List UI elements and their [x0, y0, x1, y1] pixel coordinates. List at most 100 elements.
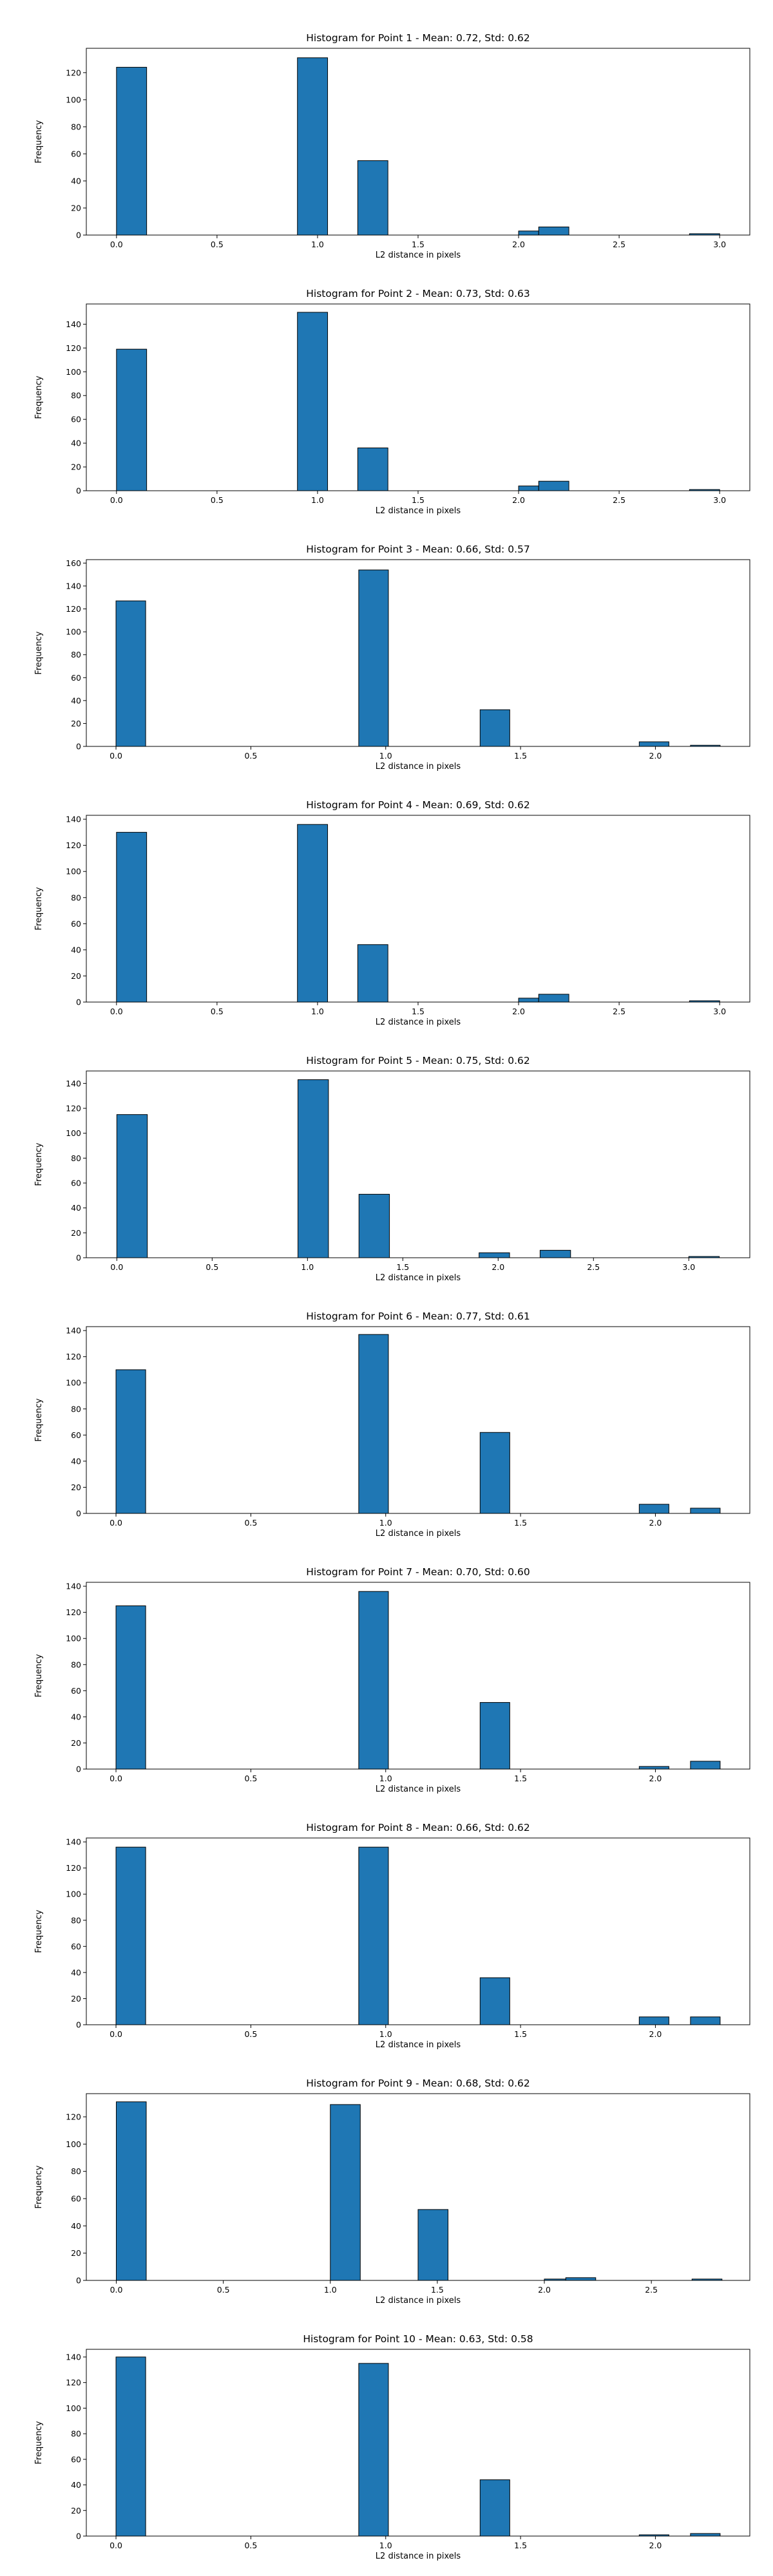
x-axis-label: L2 distance in pixels	[376, 762, 461, 772]
histogram-bar	[518, 998, 539, 1003]
y-axis-label: Frequency	[34, 887, 44, 930]
y-tick-label: 140	[66, 1079, 81, 1088]
y-axis-label: Frequency	[34, 2421, 44, 2464]
histogram-bar	[115, 1605, 146, 1770]
x-tick-label: 2.0	[491, 1262, 504, 1272]
y-tick-label: 140	[66, 581, 81, 591]
histogram-bar	[690, 2533, 721, 2537]
histogram-bar	[357, 944, 388, 1003]
x-axis-label: L2 distance in pixels	[376, 2552, 461, 2561]
x-axis-label: L2 distance in pixels	[376, 1273, 461, 1283]
y-tick-label: 60	[71, 1179, 81, 1188]
x-tick-label: 1.5	[412, 1007, 425, 1016]
y-tick-label: 120	[66, 840, 81, 850]
y-tick-label: 140	[66, 2352, 81, 2362]
chart-8: Histogram for Point 8 - Mean: 0.66, Std:…	[34, 1822, 750, 2050]
x-tick-label: 1.5	[514, 2029, 527, 2039]
y-tick-label: 140	[66, 815, 81, 824]
chart-title: Histogram for Point 4 - Mean: 0.69, Std:…	[306, 799, 530, 811]
chart-5: Histogram for Point 5 - Mean: 0.75, Std:…	[34, 1055, 750, 1283]
x-tick-label: 0.0	[110, 1007, 123, 1016]
chart-2: Histogram for Point 2 - Mean: 0.73, Std:…	[34, 288, 750, 516]
y-tick-label: 60	[71, 1686, 81, 1696]
histogram-bar	[518, 486, 539, 491]
histogram-bar	[357, 448, 388, 491]
y-tick-label: 80	[71, 2166, 81, 2176]
y-tick-label: 40	[71, 1203, 81, 1213]
histogram-bar	[539, 1249, 571, 1258]
histogram-bar	[358, 2363, 389, 2537]
x-tick-label: 0.5	[205, 1262, 218, 1272]
y-tick-label: 80	[71, 391, 81, 401]
x-tick-label: 0.5	[244, 2541, 257, 2550]
y-tick-label: 120	[66, 1863, 81, 1873]
chart-title: Histogram for Point 8 - Mean: 0.66, Std:…	[306, 1822, 530, 1833]
y-tick-label: 60	[71, 1942, 81, 1951]
y-tick-label: 0	[76, 486, 81, 496]
y-tick-label: 60	[71, 673, 81, 683]
histogram-bar	[479, 1252, 510, 1258]
histogram-bar	[690, 2016, 721, 2025]
x-tick-label: 2.5	[613, 1007, 625, 1016]
chart-title: Histogram for Point 2 - Mean: 0.73, Std:…	[306, 288, 530, 299]
y-tick-label: 80	[71, 2429, 81, 2439]
y-tick-label: 80	[71, 1404, 81, 1414]
x-tick-label: 1.0	[379, 751, 392, 761]
histogram-bar	[115, 1369, 146, 1514]
x-tick-label: 2.0	[649, 1518, 662, 1528]
x-axis-label: L2 distance in pixels	[376, 2296, 461, 2306]
x-tick-label: 2.0	[649, 2029, 662, 2039]
histogram-bar	[297, 312, 329, 491]
x-tick-label: 1.5	[412, 495, 425, 505]
x-tick-label: 0.5	[211, 1007, 224, 1016]
y-axis-label: Frequency	[34, 2165, 44, 2208]
chart-1: Histogram for Point 1 - Mean: 0.72, Std:…	[34, 32, 750, 260]
x-tick-label: 0.0	[110, 1774, 122, 1783]
histogram-bar	[538, 226, 569, 236]
plot-frame	[86, 2349, 750, 2537]
histogram-bar	[330, 2104, 361, 2281]
x-tick-label: 2.5	[587, 1262, 600, 1272]
x-tick-label: 1.5	[431, 2285, 444, 2295]
y-tick-label: 20	[71, 203, 81, 213]
chart-3: Histogram for Point 3 - Mean: 0.66, Std:…	[34, 544, 750, 772]
x-axis-label: L2 distance in pixels	[376, 506, 461, 516]
y-axis-label: Frequency	[34, 631, 44, 674]
histogram-bar	[358, 1591, 389, 1770]
x-tick-label: 3.0	[713, 495, 726, 505]
histogram-bar	[357, 160, 388, 236]
y-tick-label: 120	[66, 2112, 81, 2121]
histogram-bar	[479, 2479, 510, 2537]
chart-title: Histogram for Point 3 - Mean: 0.66, Std:…	[306, 544, 530, 555]
x-tick-label: 0.5	[217, 2285, 230, 2295]
histogram-bar	[116, 831, 148, 1003]
plot-frame	[86, 303, 750, 491]
y-axis-label: Frequency	[34, 375, 44, 419]
y-tick-label: 120	[66, 2378, 81, 2387]
y-tick-label: 100	[66, 1889, 81, 1899]
y-tick-label: 0	[76, 742, 81, 752]
x-tick-label: 3.0	[713, 240, 726, 249]
histogram-bar	[479, 1432, 510, 1514]
x-tick-label: 0.5	[244, 751, 257, 761]
y-axis-label: Frequency	[34, 1909, 44, 1953]
y-tick-label: 60	[71, 1430, 81, 1440]
x-tick-label: 2.0	[512, 1007, 525, 1016]
x-tick-label: 1.0	[311, 240, 324, 249]
histogram-bar	[538, 480, 569, 491]
x-tick-label: 2.0	[512, 495, 525, 505]
y-axis-label: Frequency	[34, 1654, 44, 1697]
y-tick-label: 100	[66, 1128, 81, 1138]
histogram-bar	[358, 1193, 390, 1258]
chart-title: Histogram for Point 7 - Mean: 0.70, Std:…	[306, 1566, 530, 1578]
y-tick-label: 0	[76, 998, 81, 1007]
y-tick-label: 60	[71, 919, 81, 929]
y-tick-label: 80	[71, 1660, 81, 1669]
chart-10: Histogram for Point 10 - Mean: 0.63, Std…	[34, 2333, 750, 2561]
x-tick-label: 2.0	[649, 751, 662, 761]
y-tick-label: 60	[71, 415, 81, 424]
histogram-bar	[115, 2356, 146, 2537]
x-tick-label: 1.5	[514, 751, 527, 761]
histogram-bar	[479, 709, 510, 747]
x-tick-label: 1.5	[412, 240, 425, 249]
